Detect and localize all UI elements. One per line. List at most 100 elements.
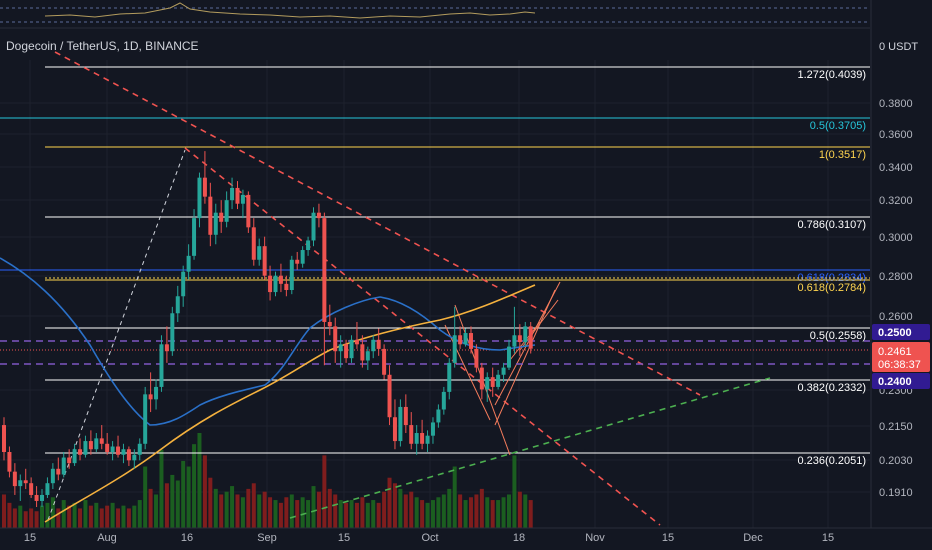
candle-body xyxy=(110,446,115,452)
volume-bar xyxy=(34,511,39,528)
volume-bar xyxy=(452,466,457,528)
red-dashed-trendline-lower[interactable] xyxy=(184,147,661,526)
badge-upper: 0.2500 xyxy=(878,327,912,339)
volume-bar xyxy=(50,497,55,528)
candle-body xyxy=(447,362,452,392)
y-tick-label: 0.3000 xyxy=(879,232,913,244)
volume-bar xyxy=(72,502,77,528)
candle-body xyxy=(403,406,408,426)
badge-lower: 0.2400 xyxy=(878,376,912,388)
candle-body xyxy=(420,433,425,444)
candle-body xyxy=(496,374,501,387)
candle-body xyxy=(501,367,506,375)
candle-body xyxy=(164,344,169,352)
volume-bar xyxy=(192,444,197,528)
candle-body xyxy=(436,409,441,423)
candle-body xyxy=(333,326,338,352)
candle-body xyxy=(316,212,321,219)
candle-body xyxy=(186,255,191,272)
red-dashed-trendline-upper[interactable] xyxy=(54,51,701,396)
candle-body xyxy=(528,326,533,349)
volume-bar xyxy=(371,500,376,528)
volume-bar xyxy=(322,455,327,528)
candle-body xyxy=(40,494,45,501)
price-axis[interactable]: 0.3800 0.3600 0.3400 0.3200 0.3000 0.2800 0.26… xyxy=(870,0,932,550)
volume-bar xyxy=(490,500,495,528)
candle-body xyxy=(425,435,430,444)
time-axis[interactable]: 15 Aug 16 Sep 15 Oct 18 Nov 15 Dec 15 xyxy=(0,527,932,544)
volume-bar xyxy=(230,486,235,528)
candle-body xyxy=(365,351,370,361)
symbol-title[interactable]: Dogecoin / TetherUS, 1D, BINANCE xyxy=(6,39,199,53)
volume-bar xyxy=(403,494,408,528)
badge-current-bg xyxy=(872,342,930,372)
x-tick-label: 15 xyxy=(662,532,674,544)
ma-orange-line xyxy=(44,284,536,523)
candle-body xyxy=(240,194,245,204)
volume-bar xyxy=(94,502,99,528)
volume-bar xyxy=(512,455,517,528)
candle-body xyxy=(376,339,381,349)
volume-bar xyxy=(121,505,126,528)
candle-body xyxy=(230,187,235,201)
fib-label: 1(0.3517) xyxy=(819,149,866,161)
volume-bar xyxy=(132,505,137,528)
wedge-line-2[interactable] xyxy=(444,324,491,421)
volume-bar xyxy=(2,494,6,528)
candle-body xyxy=(300,250,305,264)
volume-bar xyxy=(306,500,311,528)
candle-body xyxy=(268,275,273,293)
volume-bar xyxy=(116,508,121,528)
fib-label: 0.5(0.2558) xyxy=(810,330,866,342)
volume-bar xyxy=(29,508,34,528)
candle-body xyxy=(273,275,278,293)
candle-body xyxy=(170,313,175,352)
candle-body xyxy=(34,494,39,501)
fib-label: 1.272(0.4039) xyxy=(798,69,867,81)
volume-bar xyxy=(468,497,473,528)
candle-body xyxy=(246,194,251,228)
candle-body xyxy=(23,480,28,484)
candle-body xyxy=(295,259,300,264)
candle-body xyxy=(67,457,72,464)
candle-body xyxy=(2,425,6,452)
volume-bar xyxy=(143,466,148,528)
y-tick-label: 0.2600 xyxy=(879,311,913,323)
candle-body xyxy=(371,339,376,352)
candle-body xyxy=(474,348,479,368)
volume-bar xyxy=(40,505,45,528)
candle-body xyxy=(327,321,332,327)
volume-bar xyxy=(12,508,17,528)
volume-bar xyxy=(18,505,23,528)
volume-bar xyxy=(23,511,28,528)
volume-bar xyxy=(338,500,343,528)
volume-bar xyxy=(268,497,273,528)
volume-bar xyxy=(88,505,93,528)
volume-bar xyxy=(430,500,435,528)
volume-bar xyxy=(528,500,533,528)
volume-bar xyxy=(126,508,131,528)
volume-bar xyxy=(295,500,300,528)
candle-body xyxy=(143,394,148,444)
volume-bar xyxy=(67,505,72,528)
volume-bar xyxy=(197,433,202,528)
wedge-line-4[interactable] xyxy=(494,281,561,406)
volume-bar xyxy=(273,500,278,528)
volume-bar xyxy=(154,494,159,528)
wedge-line-3[interactable] xyxy=(494,289,556,426)
candle-body xyxy=(284,283,289,291)
candle-body xyxy=(154,386,159,400)
candle-body xyxy=(72,449,77,464)
fib-label: 0.236(0.2051) xyxy=(798,455,867,467)
candle-body xyxy=(105,443,110,452)
volume-bar xyxy=(224,491,229,528)
badge-current-price: 0.2461 xyxy=(878,346,912,358)
volume-bar xyxy=(441,494,446,528)
candle-body xyxy=(430,422,435,436)
volume-bar xyxy=(61,500,66,528)
candle-body xyxy=(485,377,490,390)
x-tick-label: 15 xyxy=(24,532,36,544)
volume-bar xyxy=(496,500,501,528)
